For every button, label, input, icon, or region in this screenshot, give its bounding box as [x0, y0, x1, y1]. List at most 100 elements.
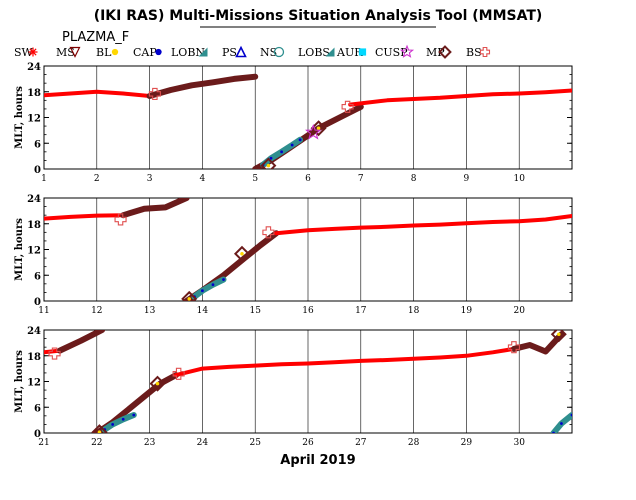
legend-label: SW	[14, 46, 34, 59]
chart-title: (IKI RAS) Multi-Missions Situation Analy…	[94, 8, 543, 24]
legend-symbol	[479, 46, 491, 58]
legend-symbol	[325, 47, 335, 57]
legend-symbol	[69, 46, 81, 58]
x-tick-label: 28	[408, 438, 420, 448]
x-tick-label: 25	[249, 438, 261, 448]
crossing-bs	[507, 341, 520, 354]
legend: SW MS BL CAP LOBN PS NS LOBS AUR CUSP MP BS	[14, 44, 491, 59]
crossing-bs	[172, 367, 185, 380]
crossing-bs	[148, 87, 161, 100]
x-tick-label: 26	[302, 438, 314, 448]
y-axis-title: MLT, hours	[14, 218, 25, 281]
legend-label: MP	[426, 46, 445, 59]
x-tick-label: 8	[411, 174, 417, 184]
series-sw	[44, 213, 126, 221]
x-axis-title: April 2019	[280, 453, 355, 468]
x-tick-label: 7	[358, 174, 364, 184]
x-tick-label: 18	[408, 306, 420, 316]
legend-label: CAP	[133, 46, 157, 59]
series-ms	[146, 73, 259, 99]
x-tick-label: 17	[355, 306, 367, 316]
series-point	[570, 413, 572, 417]
x-tick-label: 16	[302, 306, 314, 316]
y-tick-label: 12	[27, 378, 41, 389]
legend-label: LOBS	[298, 46, 330, 59]
y-tick-label: 0	[34, 165, 41, 176]
y-axis-title: MLT, hours	[14, 86, 25, 149]
series-point	[552, 431, 555, 433]
x-tick-label: 9	[464, 174, 470, 184]
legend-symbol	[155, 48, 162, 56]
crossing-mp	[181, 290, 198, 301]
x-tick-label: 29	[461, 438, 473, 448]
y-tick-label: 0	[34, 429, 41, 440]
crossing-center	[316, 126, 321, 130]
y-tick-label: 0	[34, 297, 41, 308]
x-tick-label: 14	[197, 306, 209, 316]
x-tick-label: 27	[355, 438, 367, 448]
y-tick-label: 24	[27, 326, 41, 337]
series-point	[222, 278, 225, 281]
legend-symbol	[198, 47, 208, 57]
x-tick-label: 15	[249, 306, 261, 316]
crossing-center	[187, 297, 191, 301]
crossing-bs	[48, 347, 61, 360]
legend-label: AUR	[336, 46, 363, 59]
legend-label: BL	[96, 46, 112, 59]
x-tick-label: 21	[38, 438, 49, 448]
series-lobn	[191, 276, 227, 300]
y-tick-label: 18	[27, 220, 41, 231]
legend-symbol	[235, 45, 247, 58]
series-point	[111, 423, 115, 426]
y-tick-label: 24	[27, 62, 41, 73]
x-tick-label: 10	[513, 174, 525, 184]
series-point	[560, 422, 563, 425]
y-tick-label: 12	[27, 114, 41, 125]
y-axis-title: MLT, hours	[14, 350, 25, 413]
crossing-mp	[260, 157, 277, 169]
crossing-mp	[91, 424, 108, 433]
y-tick-label: 18	[27, 352, 41, 363]
series-sw	[44, 89, 152, 98]
legend-label: NS	[260, 46, 277, 59]
panel-3: 0 6 12 18 24 21 22 23 24 25 26 27 28 29 30 MLT, hours	[14, 326, 573, 448]
legend-label: LOBN	[171, 46, 205, 59]
crossing-bs	[262, 226, 275, 239]
crossing-mp	[233, 245, 251, 262]
series-point	[269, 156, 273, 160]
crossing-cusp	[305, 123, 322, 140]
legend-label: PS	[222, 46, 237, 59]
crossing-center	[557, 332, 561, 337]
legend-symbol	[438, 45, 452, 59]
x-tick-label: 20	[513, 306, 525, 316]
x-tick-label: 12	[91, 306, 102, 316]
series-point	[132, 413, 136, 417]
x-tick-label: 13	[144, 306, 156, 316]
y-tick-label: 6	[34, 403, 41, 414]
legend-symbol	[28, 47, 38, 57]
y-tick-label: 12	[27, 246, 41, 257]
series-point	[280, 150, 283, 154]
crossing-center	[240, 252, 244, 256]
crossing-bs	[114, 213, 127, 226]
x-tick-label: 5	[252, 174, 258, 184]
y-tick-label: 6	[34, 271, 41, 282]
series-point	[290, 143, 294, 147]
legend-label: BS	[466, 46, 482, 59]
x-tick-label: 1	[41, 174, 47, 184]
panel-2: 0 6 12 18 24 11 12 13 14 15 16 17 18 19 20 MLT, hours	[14, 194, 573, 316]
y-tick-label: 18	[27, 88, 41, 99]
crossing-mp	[550, 330, 567, 343]
series-sw	[274, 214, 572, 236]
series-point	[121, 417, 125, 421]
crossing-center	[97, 430, 102, 433]
y-tick-label: 24	[27, 194, 41, 205]
chart-subtitle: PLAZMA_F	[62, 30, 129, 45]
x-tick-label: 2	[94, 174, 100, 184]
legend-symbol	[399, 44, 415, 58]
x-tick-label: 24	[197, 438, 209, 448]
crossing-mp	[310, 120, 327, 137]
legend-symbol	[358, 48, 367, 56]
x-tick-label: 4	[200, 174, 206, 184]
